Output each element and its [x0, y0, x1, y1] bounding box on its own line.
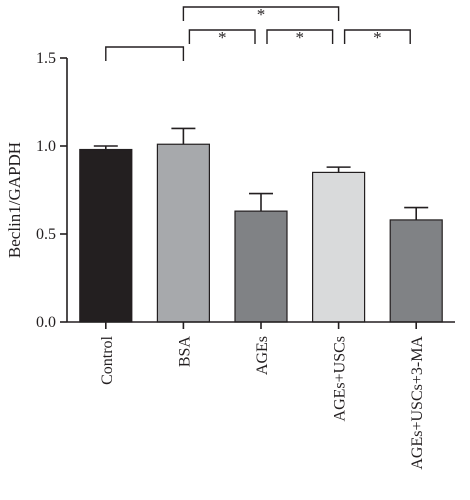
bar — [312, 171, 366, 323]
significance-star: * — [218, 28, 227, 47]
significance-star: * — [257, 5, 266, 24]
y-axis-title: Beclin1/GAPDH — [5, 142, 24, 258]
significance-star: * — [296, 28, 305, 47]
x-tick-label: AGEs+USCs — [332, 336, 349, 421]
x-tick-label: AGEs — [254, 336, 271, 375]
bar — [79, 148, 133, 323]
significance-star: * — [373, 28, 382, 47]
y-tick-label: 0.0 — [36, 314, 56, 331]
significance-bracket — [105, 46, 185, 61]
bars — [79, 143, 443, 323]
y-axis: 0.0 0.5 1.0 1.5 — [36, 50, 68, 331]
significance-brackets: * * * * — [105, 5, 411, 61]
y-tick-label: 1.5 — [36, 50, 56, 67]
significance-bracket — [266, 29, 334, 44]
bar — [156, 143, 210, 323]
x-tick-label: AGEs+USCs+3-MA — [409, 336, 426, 470]
significance-bracket — [188, 29, 256, 44]
y-tick-label: 1.0 — [36, 138, 56, 155]
y-tick-label: 0.5 — [36, 226, 56, 243]
significance-bracket — [182, 6, 340, 21]
x-tick-label: BSA — [176, 336, 193, 368]
x-tick-label: Control — [99, 335, 116, 384]
significance-bracket — [343, 29, 411, 44]
x-axis: Control BSA AGEs AGEs+USCs AGEs+USCs+3-MA — [67, 321, 455, 470]
error-bars — [93, 127, 429, 220]
bar — [389, 219, 443, 323]
bar — [234, 210, 288, 323]
